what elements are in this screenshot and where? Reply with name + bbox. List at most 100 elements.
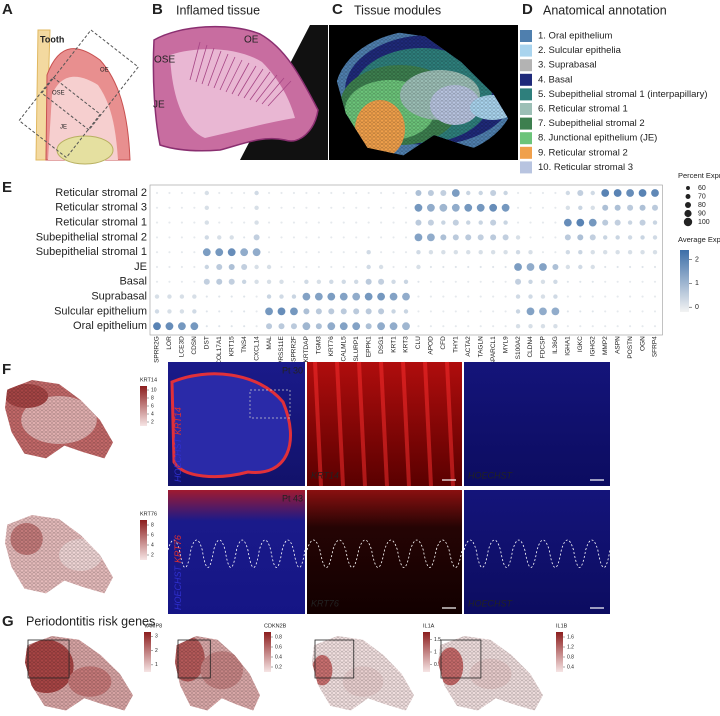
dot: [342, 251, 345, 254]
dot: [504, 310, 507, 313]
column-label: SLURP1: [353, 336, 360, 362]
dot: [365, 308, 372, 315]
colorbar-title: IL1B: [556, 623, 568, 629]
dot: [528, 323, 533, 329]
rete-ridge: [249, 71, 271, 101]
legend-label: 8. Junctional epithelium (JE): [538, 133, 657, 144]
dot: [317, 206, 320, 209]
dot: [441, 220, 446, 225]
dot: [155, 221, 159, 224]
dot: [218, 206, 221, 209]
dot: [653, 280, 657, 283]
colorbar-title: IL1A: [423, 623, 435, 629]
dot: [427, 189, 434, 197]
dot: [541, 221, 545, 224]
dot: [353, 279, 359, 285]
dot: [515, 249, 521, 255]
dot: [492, 325, 495, 328]
column-label: IGHG2: [589, 336, 596, 357]
dot: [341, 279, 346, 285]
dot: [526, 263, 535, 271]
dot: [302, 322, 311, 331]
row-label: Sulcular epithelium: [54, 305, 147, 317]
dot: [467, 325, 470, 328]
dot: [440, 234, 447, 241]
dot: [305, 265, 308, 269]
legend-label: 2. Sulcular epithelia: [538, 45, 622, 56]
dot: [639, 204, 646, 211]
dot: [427, 233, 435, 242]
dot: [243, 325, 246, 328]
dot: [479, 265, 482, 269]
dot: [168, 221, 171, 224]
legend-swatch: [520, 59, 532, 72]
rete-ridge: [401, 361, 411, 487]
dot: [202, 248, 211, 257]
dot: [155, 265, 159, 269]
dot: [339, 322, 348, 331]
dot: [565, 249, 571, 255]
rete-ridge: [195, 44, 208, 83]
dot: [355, 236, 358, 239]
dot: [604, 265, 607, 269]
dot: [641, 265, 644, 269]
dot: [355, 191, 358, 195]
dot: [377, 292, 385, 301]
dot: [243, 191, 246, 195]
dot: [267, 221, 271, 224]
dot: [240, 248, 249, 257]
dot: [193, 191, 196, 195]
legend-swatch: [520, 103, 532, 115]
legend-label: 9. Reticular stromal 2: [538, 147, 628, 158]
dot: [252, 248, 261, 257]
dot: [280, 191, 283, 195]
colorbar-label: 6: [151, 532, 154, 538]
dot: [204, 190, 210, 196]
panel-label: C: [332, 1, 343, 18]
dot: [528, 294, 533, 299]
legend-swatch: [520, 88, 532, 101]
dot: [254, 220, 259, 225]
dot: [454, 265, 457, 269]
dot: [467, 295, 470, 298]
dot: [651, 189, 659, 197]
size-legend-dot: [686, 186, 690, 190]
dot: [604, 280, 607, 283]
basement-outline: [306, 539, 463, 568]
colorbar-label: 10: [151, 387, 157, 393]
legend-swatch: [520, 161, 532, 174]
row-label: Oral epithelium: [73, 320, 147, 332]
dot: [553, 279, 558, 285]
dot: [627, 249, 633, 255]
dot: [553, 294, 558, 299]
dot: [490, 189, 497, 197]
dot: [540, 294, 546, 299]
dot: [515, 309, 521, 314]
dot: [192, 294, 197, 299]
dot: [228, 278, 235, 285]
dot: [180, 221, 183, 224]
colorbar: [556, 632, 563, 672]
dot: [279, 294, 284, 299]
hex-overlay: [25, 636, 133, 711]
dot: [503, 220, 508, 225]
dot: [392, 206, 395, 209]
clipped-group: [5, 380, 113, 459]
dot: [616, 265, 619, 269]
legend-label: 4. Basal: [538, 74, 572, 85]
colorbar-label: 0.2: [275, 664, 282, 670]
zoom-box: [27, 639, 70, 679]
dot: [615, 249, 620, 255]
dot: [590, 190, 595, 196]
dot: [305, 221, 308, 224]
dot: [478, 220, 483, 225]
colorbar-label: 0.4: [567, 664, 574, 670]
colorbar-label: 6: [151, 403, 154, 409]
dot: [614, 219, 621, 226]
row-label: Reticular stromal 1: [55, 217, 147, 229]
dot: [652, 249, 658, 255]
dot: [168, 265, 171, 269]
dot: [492, 295, 495, 298]
patient-label: Pt 43: [282, 493, 303, 503]
dot: [330, 251, 333, 254]
